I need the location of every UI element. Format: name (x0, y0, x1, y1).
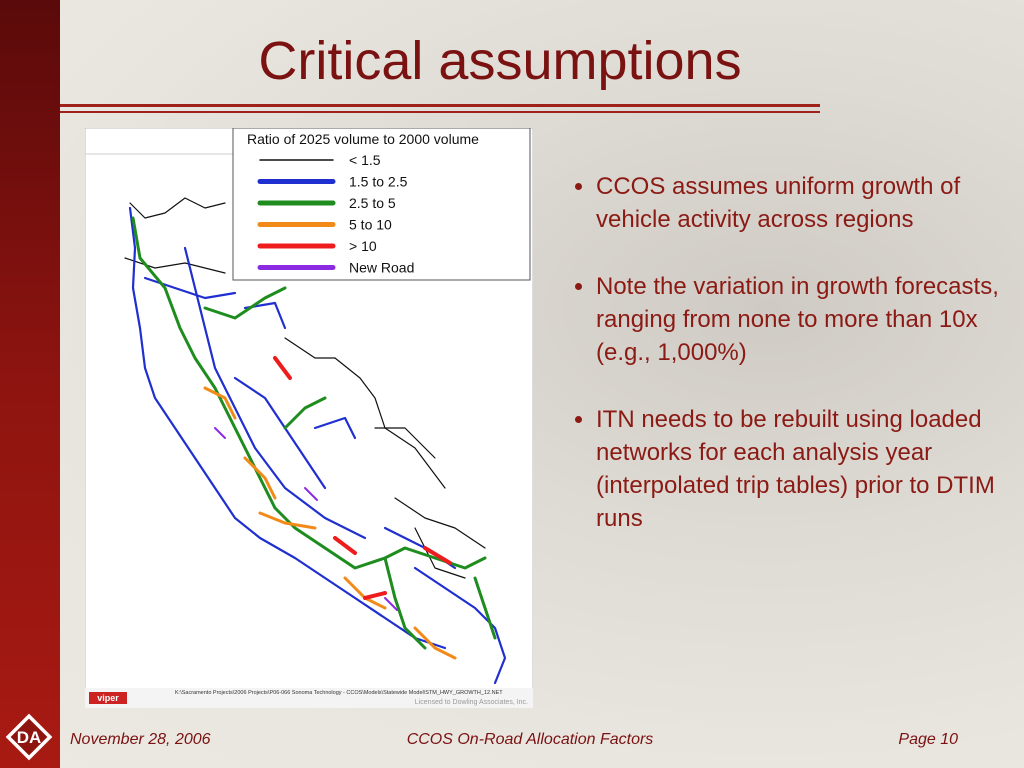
bullet: CCOS assumes uniform growth of vehicle a… (596, 170, 1006, 236)
slide-title: Critical assumptions (258, 31, 742, 91)
bullet: ITN needs to be rebuilt using loaded net… (596, 403, 1006, 535)
bullet: Note the variation in growth forecasts, … (596, 270, 1006, 369)
legend: Ratio of 2025 volume to 2000 volume < 1.… (247, 131, 479, 276)
license: Licensed to Dowling Associates, Inc. (415, 699, 528, 706)
map: Ratio of 2025 volume to 2000 volume < 1.… (85, 128, 533, 708)
brand-badge (89, 692, 127, 704)
bullet-list: CCOS assumes uniform growth of vehicle a… (560, 170, 1006, 569)
title-rule (60, 104, 820, 107)
footer-date: November 28, 2006 (70, 731, 211, 748)
sidebar (0, 0, 60, 768)
legend-title: Ratio of 2025 volume to 2000 volume (247, 131, 479, 147)
file-path: K:\Sacramento Projects\2006 Projects\P06… (175, 690, 503, 696)
legend-label: > 10 (349, 238, 377, 254)
brand: viper (97, 693, 119, 703)
legend-label: < 1.5 (349, 152, 381, 168)
legend-label: 2.5 to 5 (349, 195, 396, 211)
legend-label: New Road (349, 260, 414, 276)
legend-label: 5 to 10 (349, 217, 392, 233)
legend-label: 1.5 to 2.5 (349, 174, 408, 190)
logo-text: DA (17, 728, 42, 747)
title-rule (60, 111, 820, 113)
road-network (124, 197, 507, 685)
footer-page: Page 10 (898, 731, 958, 748)
map-footer (85, 688, 533, 708)
logo: DA (5, 713, 53, 761)
footer-title: CCOS On-Road Allocation Factors (406, 731, 654, 748)
logo-diamond-inner (10, 718, 48, 756)
